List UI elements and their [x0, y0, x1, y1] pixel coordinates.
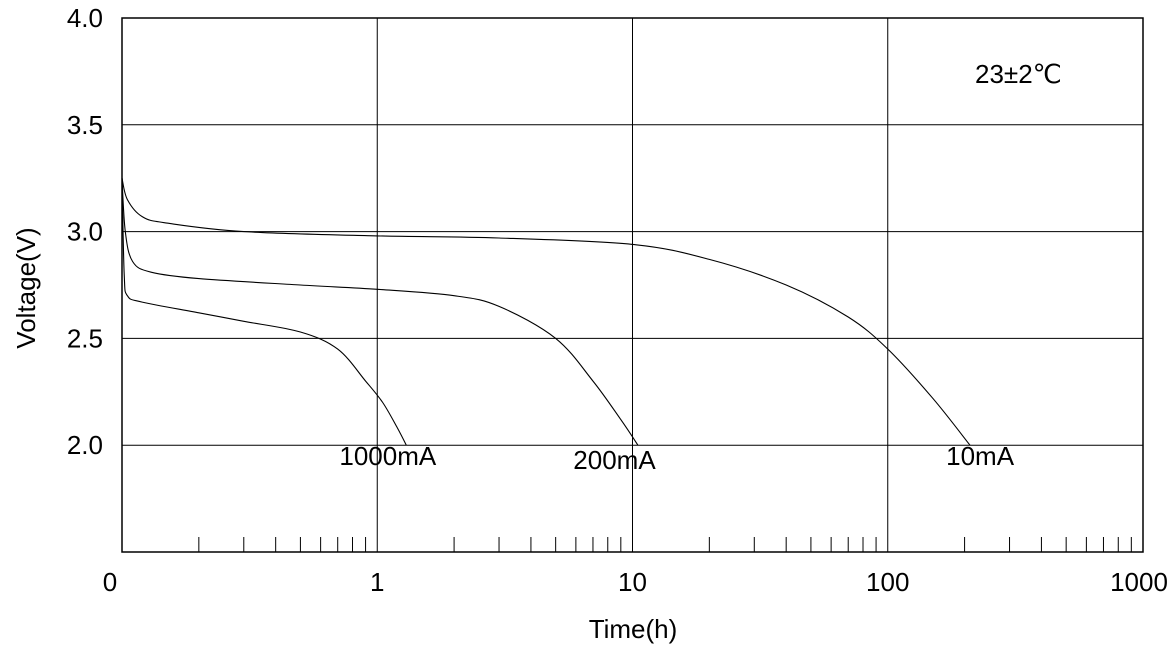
y-tick-label: 3.0: [67, 217, 103, 247]
y-tick-label: 2.5: [67, 323, 103, 353]
x-tick-label: 100: [866, 567, 909, 597]
curves: [121, 178, 971, 446]
series-line-10mA: [121, 178, 971, 446]
minor-ticks: [198, 537, 1132, 552]
series-label: 10mA: [946, 441, 1015, 471]
y-tick-label: 2.0: [67, 430, 103, 460]
y-axis-title: Voltage(V): [11, 227, 41, 348]
series-labels: 1000mA 200mA 10mA: [339, 441, 1014, 475]
series-label: 1000mA: [339, 441, 436, 471]
x-axis-title: Time(h): [589, 614, 678, 644]
x-tick-label: 1000: [1110, 567, 1168, 597]
x-tick-labels: 0 1 10 100 1000: [103, 567, 1168, 597]
series-line-200mA: [121, 178, 639, 446]
y-tick-label: 4.0: [67, 3, 103, 33]
x-tick-label: 0: [103, 567, 117, 597]
x-tick-label: 1: [370, 567, 384, 597]
y-tick-labels: 2.0 2.5 3.0 3.5 4.0: [67, 3, 103, 460]
plot-frame: [121, 17, 1144, 553]
y-tick-label: 3.5: [67, 110, 103, 140]
temperature-annotation: 23±2℃: [975, 59, 1062, 89]
series-label: 200mA: [573, 445, 656, 475]
x-tick-label: 10: [618, 567, 647, 597]
series-line-1000mA: [121, 178, 407, 446]
